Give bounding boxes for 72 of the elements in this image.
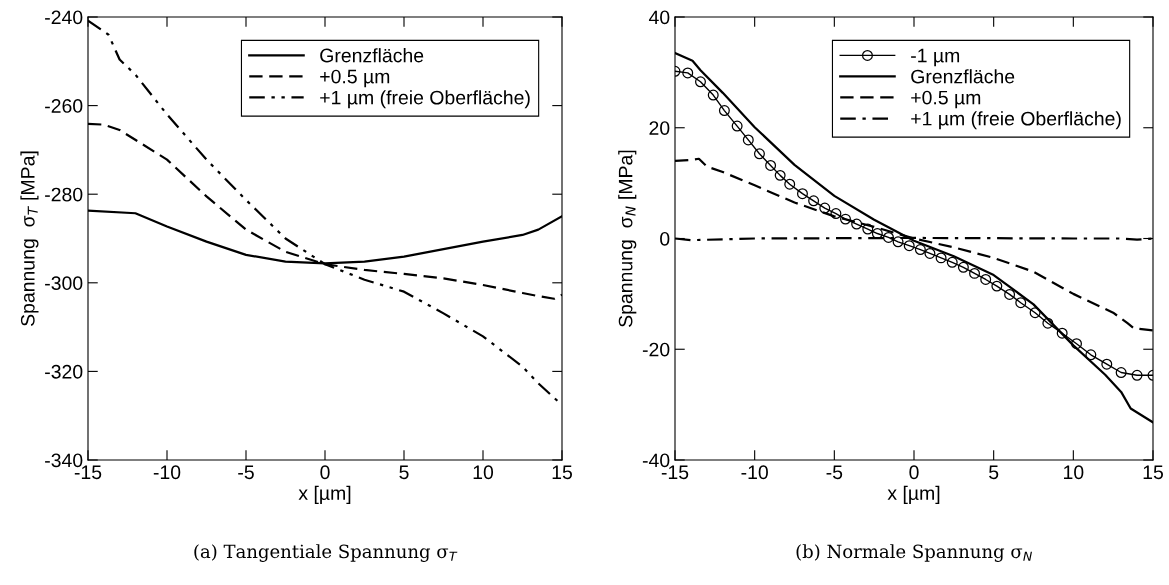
point xyxy=(1115,367,1127,378)
point xyxy=(1071,338,1083,350)
legend-label: +1 µm (freie Oberfläche) xyxy=(911,111,1121,130)
legend-label: +0.5 µm xyxy=(320,69,390,88)
y-axis-title: Spannung σ$_{N}$ [MPa] xyxy=(618,150,637,327)
legend-label: Grenzfläche xyxy=(320,48,424,63)
point xyxy=(819,202,831,214)
point xyxy=(903,240,915,252)
point xyxy=(851,218,863,230)
x-tick-label: 10 xyxy=(473,465,494,480)
x-tick-label: -10 xyxy=(741,465,768,480)
text: (b) Normale Spannung σ$_{N}$ xyxy=(796,544,1032,562)
y-tick-label: -280 xyxy=(45,187,83,202)
x-axis-title: x [µm] xyxy=(298,485,351,504)
point xyxy=(1085,349,1097,361)
x-tick-label: 5 xyxy=(399,465,409,480)
x-tick-label: -5 xyxy=(238,465,254,480)
point xyxy=(914,244,926,256)
point xyxy=(980,273,992,285)
point xyxy=(742,134,754,146)
point xyxy=(1056,327,1068,339)
y-tick-label: 20 xyxy=(649,121,670,135)
legend-label: +1 µm (freie Oberfläche) xyxy=(320,90,530,109)
x-tick-label: 0 xyxy=(909,465,919,480)
legend-label: -1 µm xyxy=(911,48,960,67)
point xyxy=(946,256,958,268)
point xyxy=(707,89,719,101)
point xyxy=(839,213,851,225)
y-tick-label: -20 xyxy=(642,342,670,357)
point xyxy=(731,120,743,132)
point xyxy=(883,231,894,243)
y-tick-label: -300 xyxy=(45,276,83,291)
y-tick-label: -260 xyxy=(45,99,83,113)
y-axis-title: Spannung σ$_{T}$ [MPa] xyxy=(20,151,39,326)
point xyxy=(991,280,1003,292)
x-tick-label: 0 xyxy=(320,465,330,480)
point xyxy=(695,76,706,88)
point xyxy=(765,159,777,171)
point xyxy=(957,261,969,273)
y-tick-label: -240 xyxy=(45,10,83,25)
point xyxy=(1004,288,1016,300)
y-tick-label: 40 xyxy=(648,10,670,25)
point xyxy=(774,169,786,181)
y-tick-label: 0 xyxy=(660,231,670,246)
x-tick-label: 5 xyxy=(989,465,999,480)
x-tick-label: 10 xyxy=(1064,465,1084,480)
x-axis-title: x [µm] xyxy=(887,485,940,504)
point xyxy=(935,252,947,264)
point xyxy=(1015,297,1027,309)
point xyxy=(1131,369,1143,381)
legend-label: +0.5 µm xyxy=(911,90,981,109)
point xyxy=(718,105,730,117)
legend-label: Grenzfläche xyxy=(911,69,1015,84)
point xyxy=(1029,307,1041,319)
point xyxy=(753,148,765,160)
point xyxy=(682,67,694,79)
x-tick-label: 15 xyxy=(552,465,572,480)
y-tick-label: -320 xyxy=(45,364,83,379)
point xyxy=(796,188,808,200)
x-tick-label: 15 xyxy=(1143,465,1163,480)
point xyxy=(862,223,874,235)
point xyxy=(892,236,904,248)
point xyxy=(808,195,820,207)
x-tick-label: -10 xyxy=(153,465,181,480)
point xyxy=(924,247,936,259)
point xyxy=(830,208,842,220)
x-tick-label: -5 xyxy=(826,465,843,480)
point xyxy=(1042,317,1054,329)
point xyxy=(784,178,796,190)
point xyxy=(969,267,981,279)
point xyxy=(1101,358,1113,370)
text: (a) Tangentiale Spannung σ$_{T}$ xyxy=(194,544,458,562)
